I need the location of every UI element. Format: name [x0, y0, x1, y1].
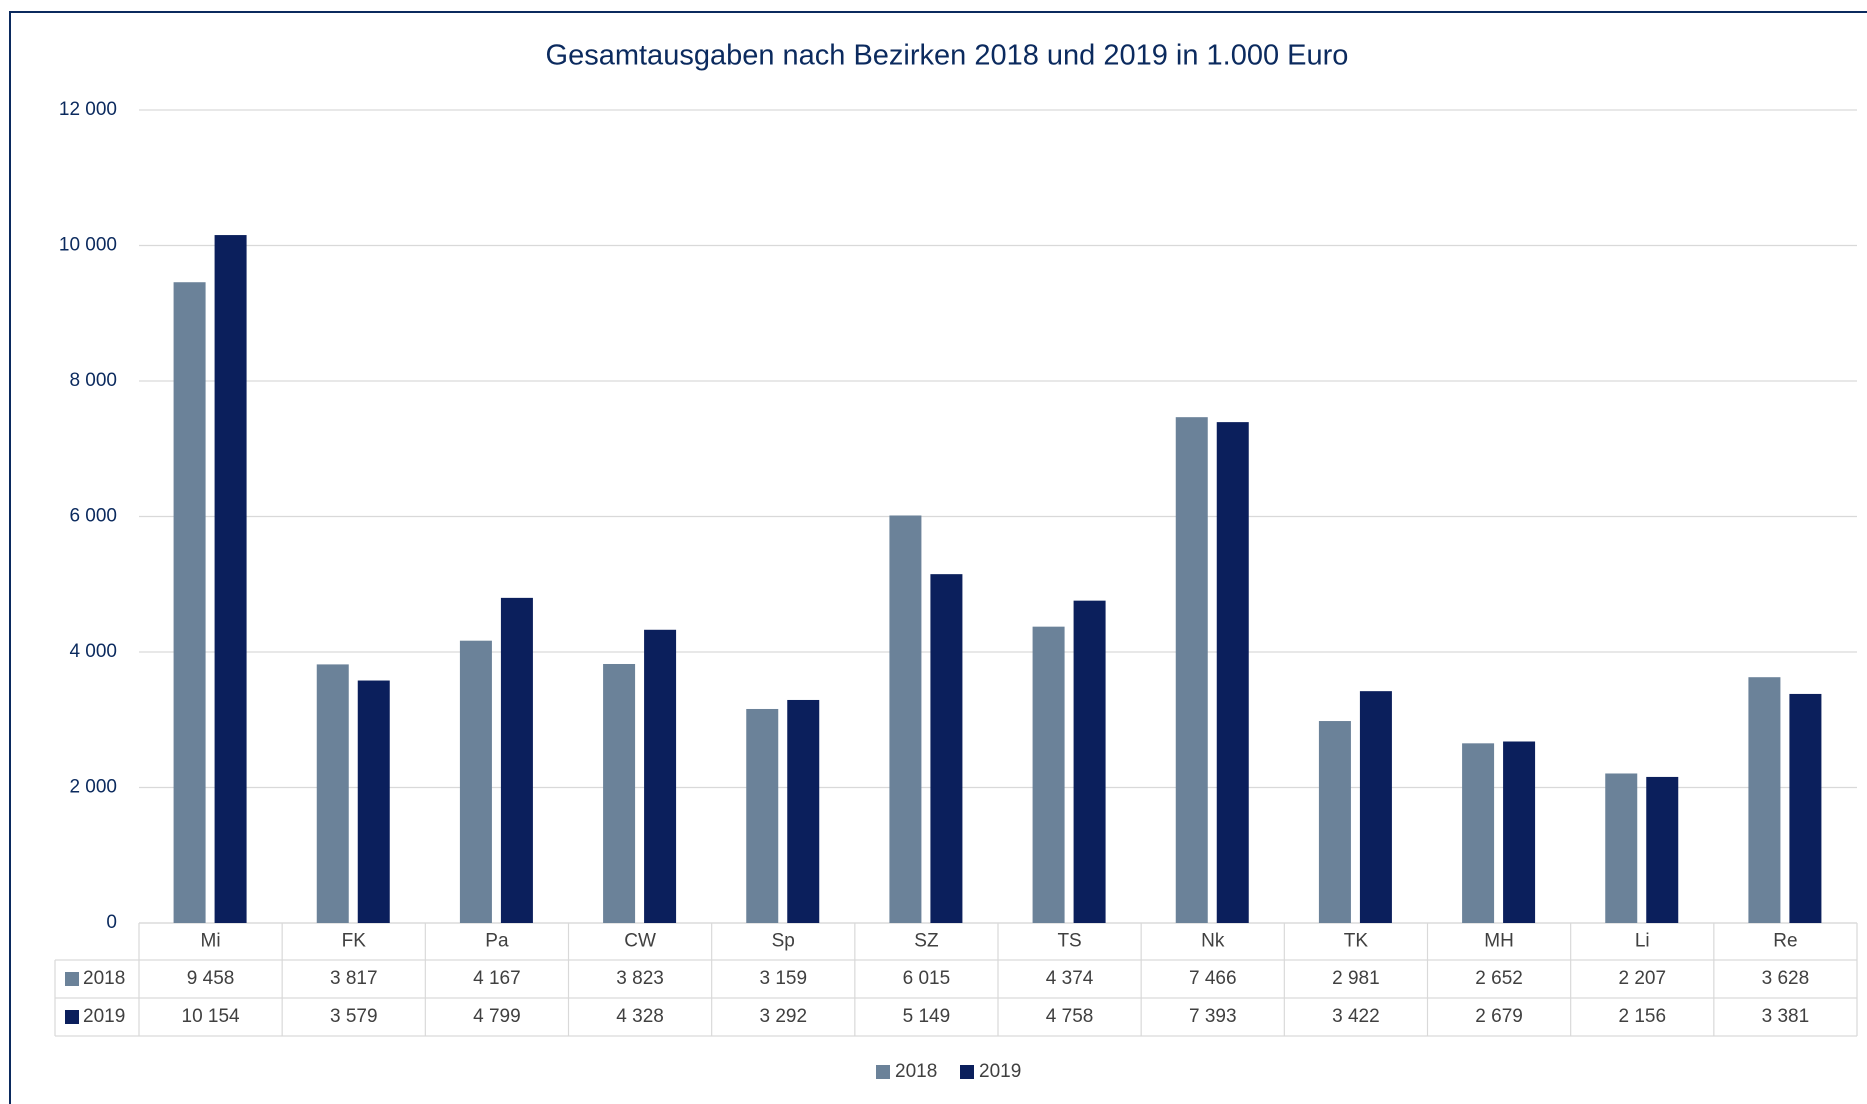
bar: [500, 597, 533, 923]
table-value: 7 393: [1189, 1006, 1237, 1027]
bar: [1646, 776, 1679, 923]
bar: [316, 664, 349, 923]
bar: [1503, 741, 1536, 923]
y-tick-label: 0: [106, 912, 117, 933]
bar: [1748, 677, 1781, 923]
x-tick-label: Nk: [1201, 931, 1225, 952]
x-tick-label: Pa: [485, 931, 509, 952]
table-legend-key: [65, 972, 79, 986]
bar: [1318, 721, 1351, 923]
x-tick-label: TS: [1057, 931, 1081, 952]
chart-title: Gesamtausgaben nach Bezirken 2018 und 20…: [546, 40, 1349, 72]
table-value: 2 207: [1618, 968, 1666, 989]
y-tick-label: 4 000: [69, 641, 117, 662]
table-value: 3 817: [330, 968, 378, 989]
table-value: 3 823: [616, 968, 664, 989]
bar: [1462, 743, 1495, 923]
x-tick-label: FK: [342, 931, 367, 952]
bar: [930, 574, 963, 923]
table-value: 4 328: [616, 1006, 664, 1027]
frame: [9, 11, 1867, 1104]
legend-key: [876, 1065, 890, 1079]
table-value: 4 374: [1046, 968, 1094, 989]
y-tick-label: 6 000: [69, 506, 117, 527]
table-series-label: 2019: [83, 1006, 125, 1027]
bar: [1789, 693, 1822, 923]
bar: [1175, 417, 1208, 923]
bar: [1359, 691, 1392, 923]
bar: [459, 640, 492, 923]
table-value: 4 167: [473, 968, 521, 989]
x-tick-label: Re: [1773, 931, 1797, 952]
y-tick-label: 10 000: [59, 235, 117, 256]
table-value: 4 799: [473, 1006, 521, 1027]
table-value: 4 758: [1046, 1006, 1094, 1027]
x-tick-label: Li: [1635, 931, 1650, 952]
legend-key: [960, 1065, 974, 1079]
bar: [357, 680, 390, 923]
legend-label: 2018: [895, 1061, 937, 1082]
table-value: 2 652: [1475, 968, 1523, 989]
bar: [214, 235, 247, 923]
x-tick-label: SZ: [914, 931, 939, 952]
x-tick-label: TK: [1344, 931, 1369, 952]
table-series-label: 2018: [83, 968, 125, 989]
table-value: 3 381: [1762, 1006, 1810, 1027]
bar: [1216, 422, 1249, 923]
table-value: 5 149: [903, 1006, 951, 1027]
bar: [1605, 773, 1638, 923]
x-tick-label: Sp: [772, 931, 795, 952]
bar: [644, 629, 677, 923]
bar: [787, 699, 820, 923]
bar: [603, 663, 636, 923]
x-tick-label: MH: [1484, 931, 1514, 952]
table-value: 7 466: [1189, 968, 1237, 989]
y-tick-label: 12 000: [59, 99, 117, 120]
bar: [746, 708, 779, 923]
bar: [889, 515, 922, 923]
table-value: 3 422: [1332, 1006, 1380, 1027]
table-value: 3 579: [330, 1006, 378, 1027]
x-tick-label: CW: [624, 931, 656, 952]
table-value: 10 154: [182, 1006, 241, 1027]
bar: [173, 282, 206, 924]
table-legend-key: [65, 1010, 79, 1024]
table-value: 2 156: [1618, 1006, 1666, 1027]
legend-label: 2019: [979, 1061, 1021, 1082]
x-tick-label: Mi: [201, 931, 221, 952]
table-value: 3 159: [759, 968, 807, 989]
table-value: 2 981: [1332, 968, 1380, 989]
bar: [1032, 626, 1065, 923]
y-tick-label: 8 000: [69, 370, 117, 391]
bar: [1073, 600, 1106, 923]
table-value: 2 679: [1475, 1006, 1523, 1027]
table-value: 3 628: [1762, 968, 1810, 989]
table-value: 3 292: [759, 1006, 807, 1027]
table-value: 9 458: [187, 968, 235, 989]
table-value: 6 015: [903, 968, 951, 989]
y-tick-label: 2 000: [69, 777, 117, 798]
